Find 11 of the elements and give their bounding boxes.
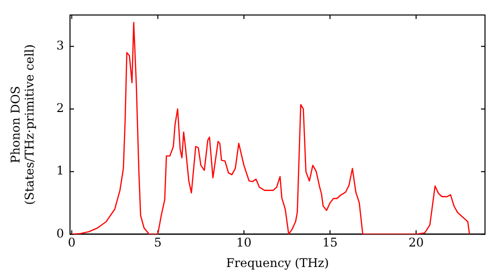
y-tick-label: 2: [56, 101, 64, 116]
y-axis-title: Phonon DOS (States/THz·primitive cell): [8, 44, 37, 205]
y-tick-label: 3: [56, 38, 64, 52]
x-tick-label: 20: [408, 236, 424, 250]
x-tick-label: 10: [236, 236, 252, 250]
x-axis-title: Frequency (THz): [226, 256, 329, 270]
x-tick-label: 0: [68, 236, 76, 250]
x-tick-label: 5: [154, 236, 162, 250]
y-tick-label: 1: [56, 164, 64, 178]
x-tick-label: 15: [322, 236, 338, 250]
y-tick-label: 0: [56, 226, 64, 240]
